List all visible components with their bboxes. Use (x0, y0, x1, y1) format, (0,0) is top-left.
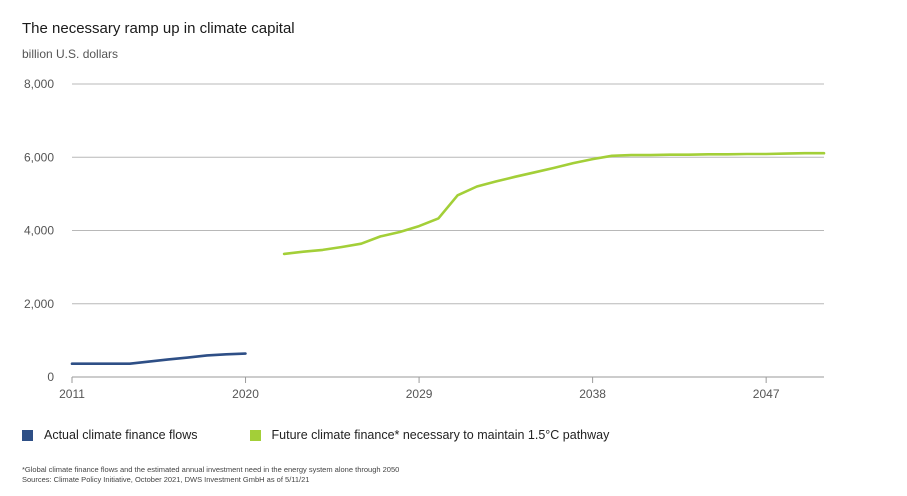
series-line-actual (70, 352, 247, 365)
y-tick-label-8000: 8,000 (24, 77, 54, 91)
legend-item-future: Future climate finance* necessary to mai… (249, 428, 610, 442)
chart-subtitle: billion U.S. dollars (22, 47, 119, 61)
footnote-line-1: *Global climate finance flows and the es… (22, 465, 400, 474)
y-tick-label-6000: 6,000 (24, 150, 54, 164)
x-tick-label-2047: 2047 (753, 387, 780, 401)
x-tick-label-2029: 2029 (406, 387, 433, 401)
legend-swatch-actual (22, 429, 33, 441)
footnote-line-2: Sources: Climate Policy Initiative, Octo… (22, 475, 310, 484)
footnote: *Global climate finance flows and the es… (22, 465, 399, 485)
y-tick-label-4000: 4,000 (24, 224, 54, 238)
legend-swatch-future (249, 429, 261, 441)
chart-title: The necessary ramp up in climate capital (22, 20, 295, 37)
x-tick-label-2020: 2020 (232, 387, 259, 401)
line-chart: 0 2,000 4,000 6,000 8,000 2011 2020 2029 2038 204… (24, 77, 826, 401)
x-tick-label-2038: 2038 (579, 387, 606, 401)
legend-label-future: Future climate finance* necessary to mai… (271, 428, 610, 442)
legend-item-actual: Actual climate finance flows (22, 428, 198, 442)
y-tick-label-2000: 2,000 (24, 297, 54, 311)
x-tick-label-2011: 2011 (59, 387, 85, 401)
legend: Actual climate finance flows Future clim… (22, 428, 661, 442)
legend-label-actual: Actual climate finance flows (44, 428, 198, 442)
y-tick-label-0: 0 (47, 370, 54, 384)
series-line-future (282, 151, 826, 256)
